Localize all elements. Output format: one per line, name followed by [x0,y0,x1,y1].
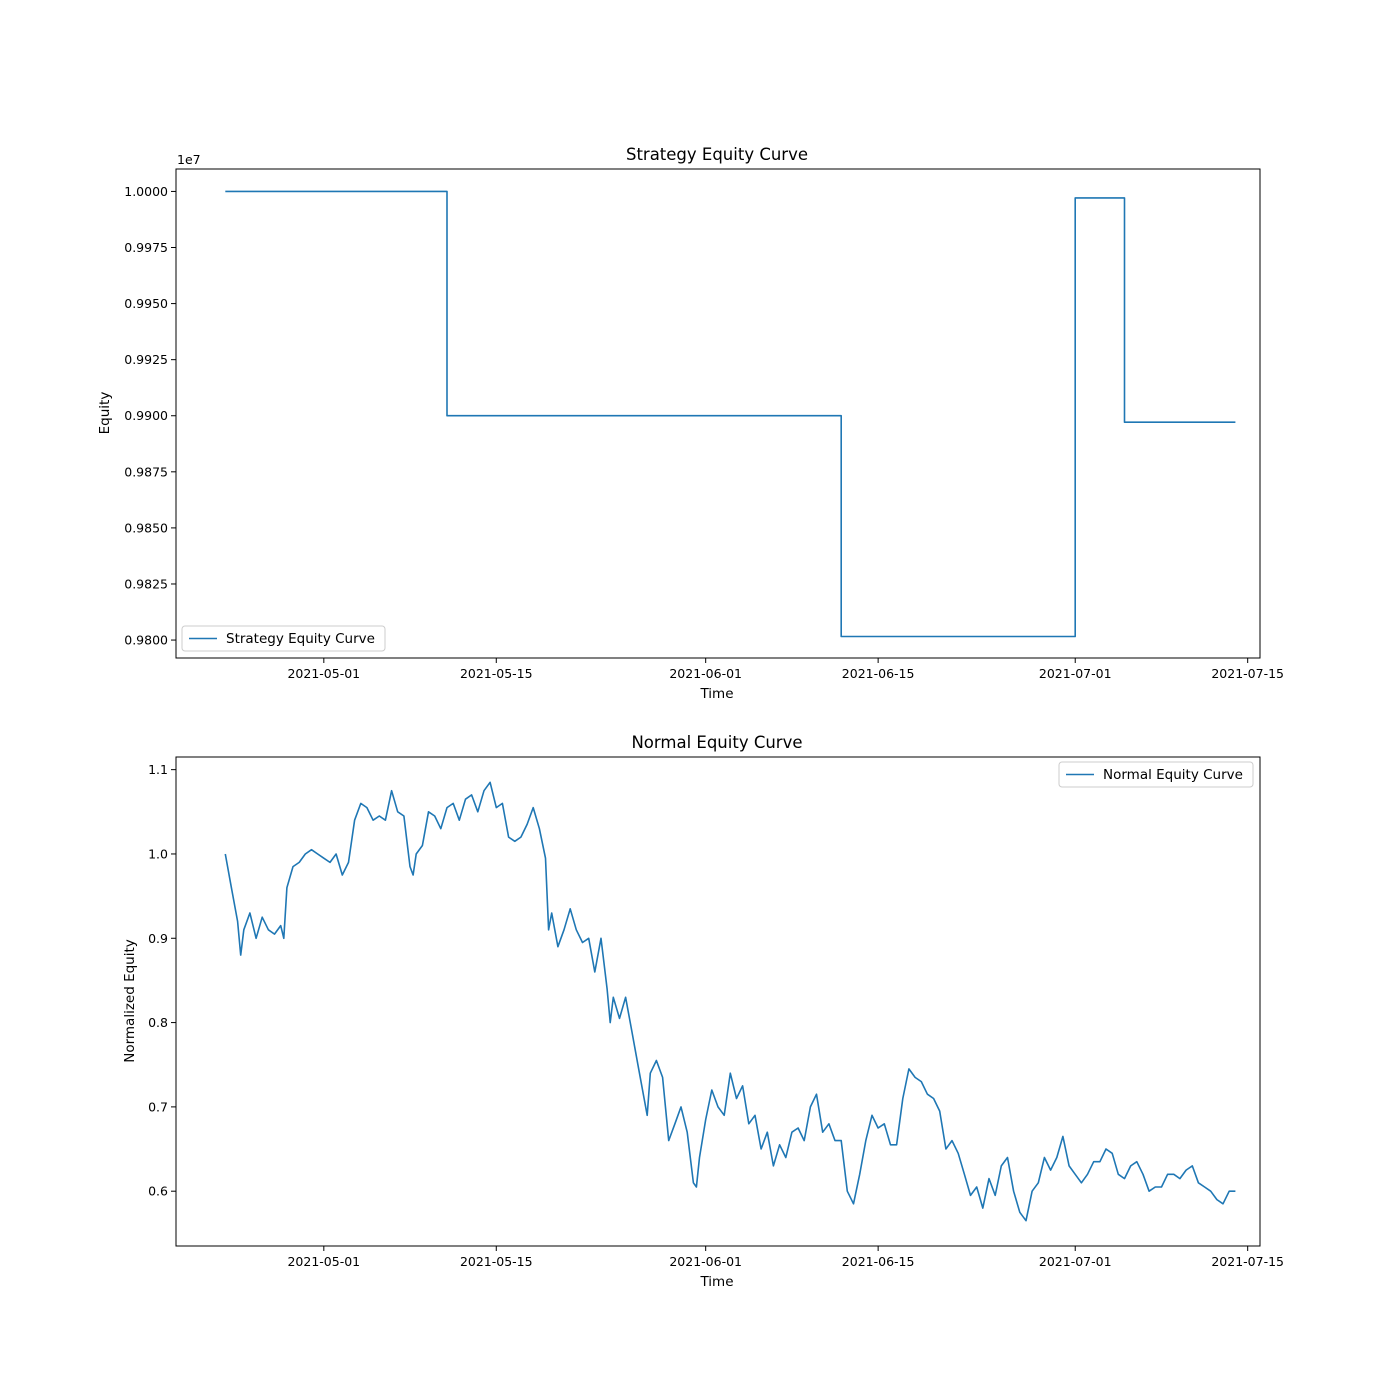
y-tick-label: 0.9950 [124,296,168,311]
chart-title: Strategy Equity Curve [626,145,808,164]
y-tick-label: 0.9 [148,931,168,946]
chart-normal-equity: Normal Equity Curve Time Normalized Equi… [122,733,1284,1290]
x-tick-label: 2021-07-01 [1039,666,1112,681]
y-tick-label: 1.0000 [124,184,168,199]
y-tick-label: 0.9800 [124,633,168,648]
series-line-normal-equity-curve [224,781,1236,1222]
y-tick-label: 0.6 [148,1184,168,1199]
x-tick-label: 2021-07-01 [1039,1254,1112,1269]
x-tick-label: 2021-07-15 [1211,1254,1284,1269]
plot-frame [175,168,1261,659]
x-tick-label: 2021-05-01 [287,1254,360,1269]
chart-strategy-equity: Strategy Equity Curve 1e7 Time Equity 20… [97,145,1284,702]
x-axis-label: Time [699,686,733,702]
x-tick-label: 2021-05-01 [287,666,360,681]
legend-box [181,625,386,652]
x-tick-label: 2021-07-15 [1211,666,1284,681]
y-tick-label: 1.0 [148,846,168,861]
y-tick-label: 0.9900 [124,408,168,423]
y-tick-label: 0.9975 [124,240,168,255]
legend: Normal Equity Curve [1058,761,1254,788]
x-tick-label: 2021-05-15 [460,666,533,681]
x-tick-label: 2021-06-01 [669,666,742,681]
y-tick-label: 0.8 [148,1015,168,1030]
y-tick-label: 1.1 [148,762,168,777]
legend-box [1058,761,1254,788]
x-tick-label: 2021-06-15 [842,1254,915,1269]
legend-label: Strategy Equity Curve [226,631,375,647]
y-tick-label: 0.9850 [124,520,168,535]
x-tick-label: 2021-06-01 [669,1254,742,1269]
x-tick-label: 2021-05-15 [460,1254,533,1269]
series-line-strategy-equity-curve [225,190,1236,638]
y-axis-label: Equity [97,392,113,435]
y-multiplier-label: 1e7 [177,152,201,167]
x-ticks: 2021-05-01 2021-05-15 2021-06-01 2021-06-15… [287,658,1284,681]
y-tick-label: 0.9875 [124,464,168,479]
x-ticks: 2021-05-01 2021-05-15 2021-06-01 2021-06-15… [287,1246,1284,1269]
y-tick-label: 0.7 [148,1099,168,1114]
chart-title: Normal Equity Curve [631,733,802,752]
y-ticks: 0.6 0.7 0.8 0.9 1.0 1.1 [148,762,176,1199]
x-tick-label: 2021-06-15 [842,666,915,681]
plot-frame [175,756,1261,1247]
y-tick-label: 0.9925 [124,352,168,367]
y-axis-label: Normalized Equity [122,939,138,1063]
x-axis-label: Time [699,1274,733,1290]
y-ticks: 0.9800 0.9825 0.9850 0.9875 0.9900 0.9925 0.99… [124,184,176,648]
legend: Strategy Equity Curve [181,625,386,652]
legend-label: Normal Equity Curve [1103,767,1243,783]
y-tick-label: 0.9825 [124,576,168,591]
